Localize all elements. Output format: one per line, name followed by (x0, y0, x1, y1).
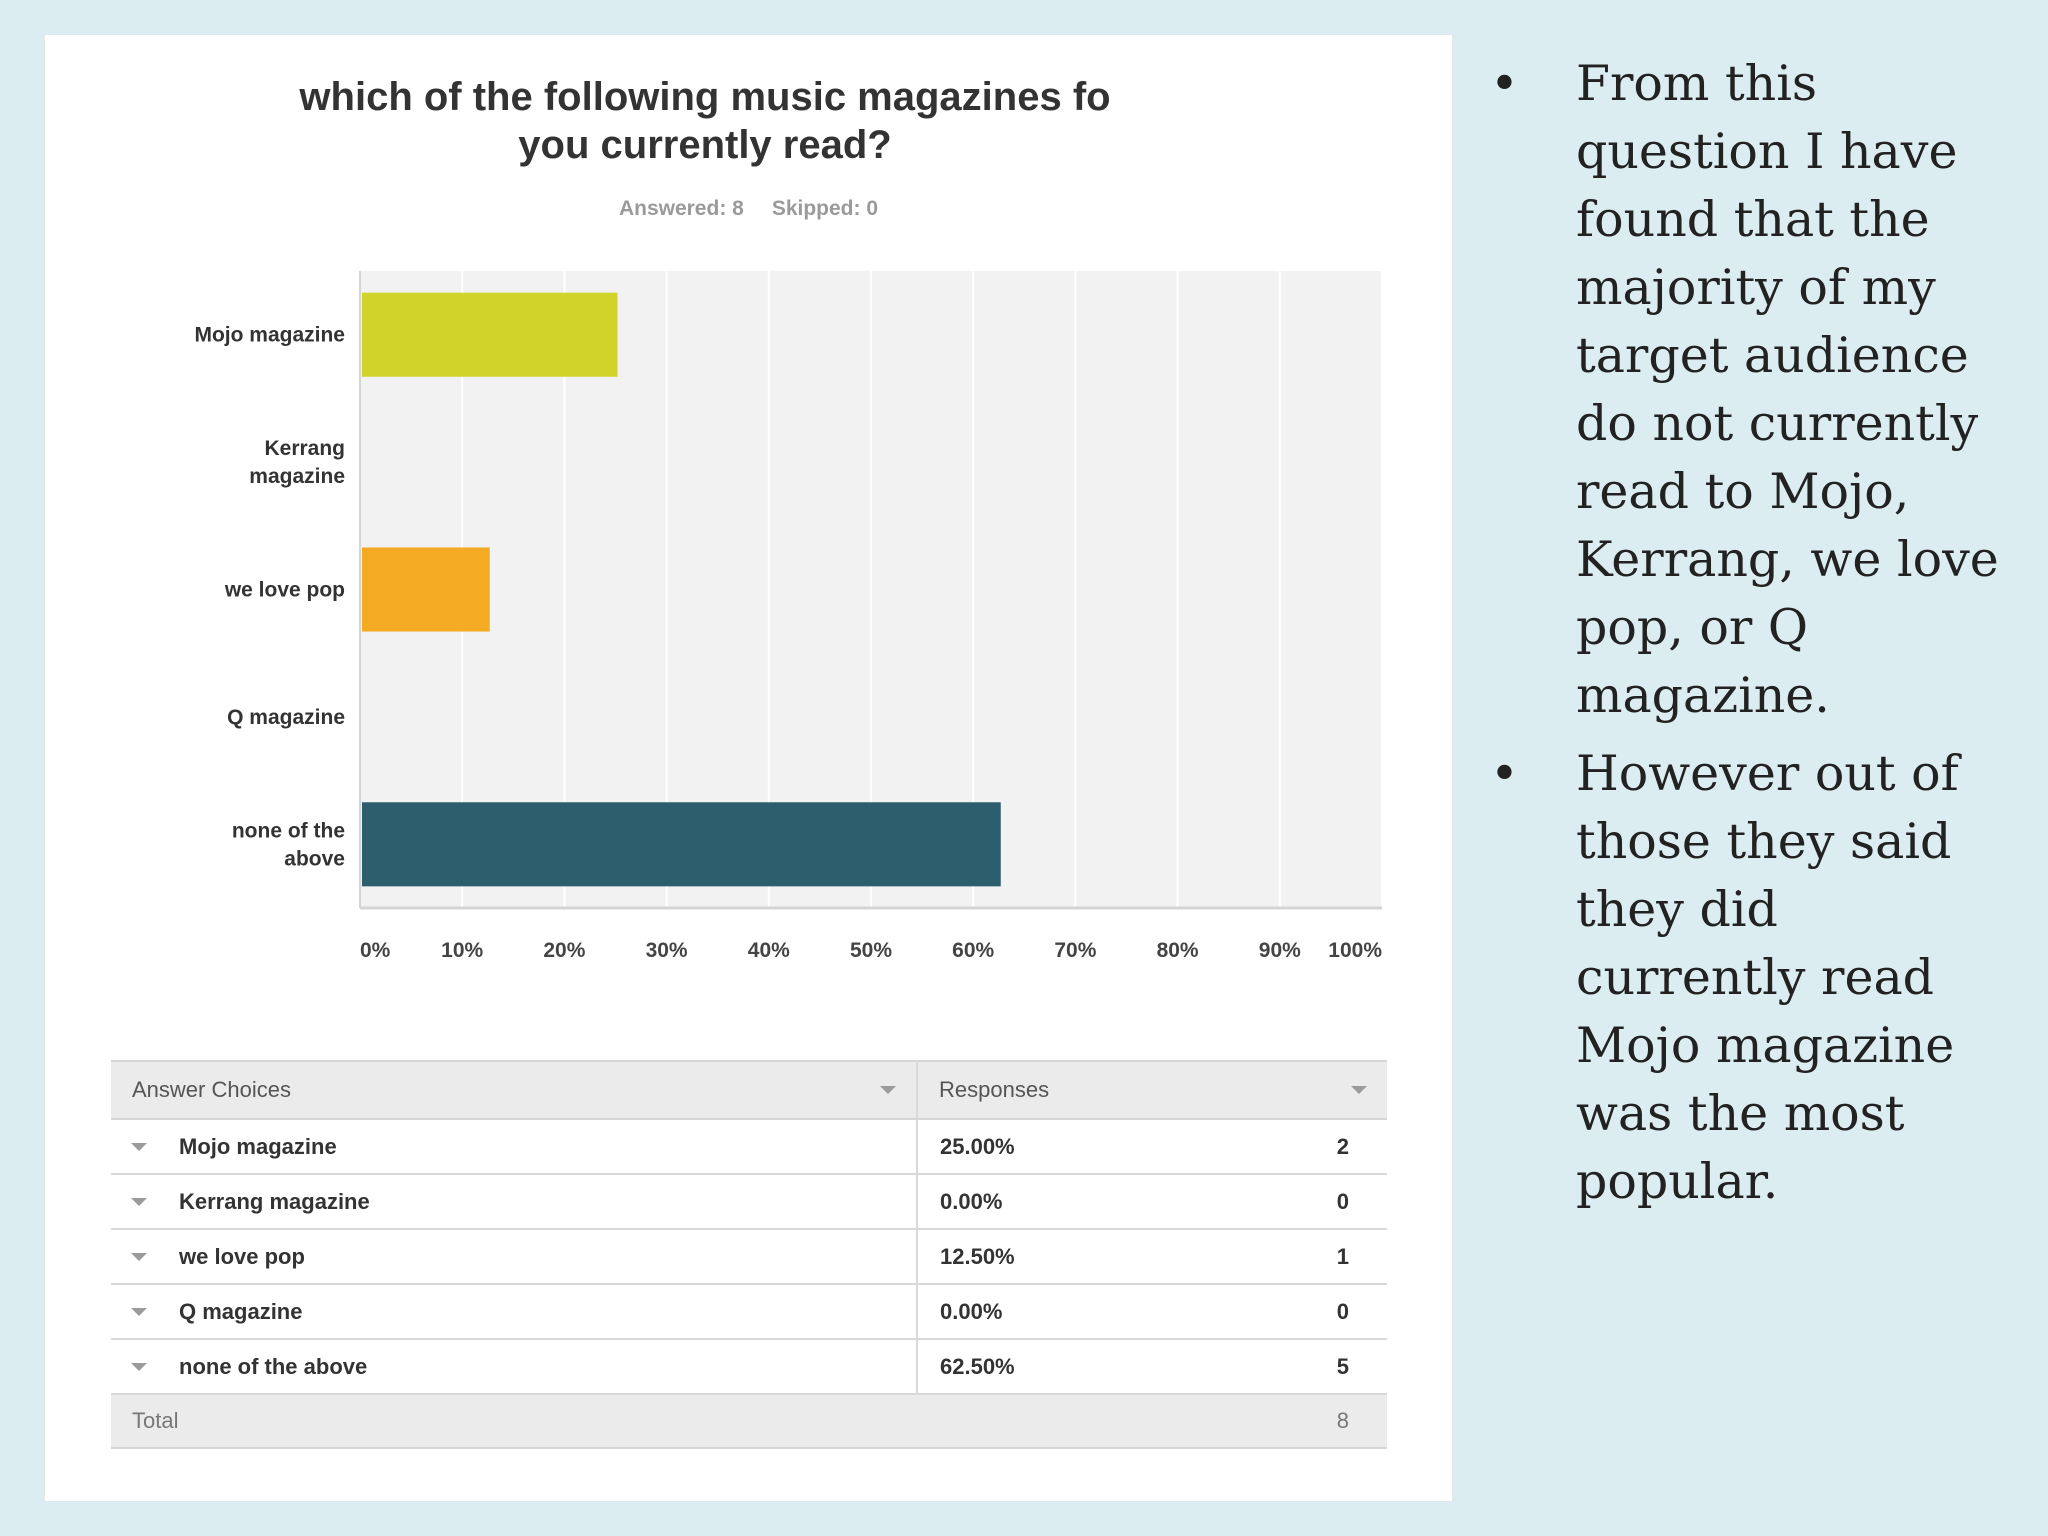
x-tick-label: 80% (1157, 939, 1199, 962)
responses-header[interactable]: Responses (917, 1060, 1387, 1120)
sort-caret-icon[interactable] (1351, 1086, 1367, 1094)
category-label: Q magazine (227, 706, 345, 729)
response-percent: 0.00% (940, 1298, 1003, 1324)
response-cell: 0.00% 0 (917, 1284, 1387, 1340)
bar-chart: Mojo magazine Kerrang magazine we love pop Q… (194, 271, 1383, 962)
skipped-count: Skipped: 0 (771, 197, 879, 220)
response-count: 0 (1336, 1298, 1349, 1324)
x-tick-label: 90% (1259, 939, 1301, 962)
answer-label: none of the above (179, 1353, 368, 1379)
x-tick-label: 30% (646, 939, 688, 962)
x-tick-label: 60% (952, 939, 994, 962)
chart-title: which of the following music magazines f… (299, 75, 1111, 167)
response-cell: 62.50% 5 (917, 1339, 1387, 1395)
answer-cell: Q magazine (111, 1284, 918, 1340)
response-count: 0 (1336, 1188, 1349, 1214)
bar (362, 547, 490, 632)
response-stats: Answered: 8 Skipped: 0 (45, 197, 1452, 221)
expand-caret-icon[interactable] (131, 1142, 147, 1151)
bar (362, 802, 1001, 887)
survey-panel: which of the following music magazines f… (44, 35, 1453, 1501)
x-tick-label: 0% (360, 939, 391, 962)
sort-caret-icon[interactable] (880, 1086, 896, 1094)
answer-label: Q magazine (179, 1298, 303, 1324)
finding-bullet: However out of those they said they did … (1490, 740, 2010, 1216)
total-count-cell: 8 (917, 1394, 1387, 1449)
response-count: 2 (1336, 1133, 1349, 1159)
answer-cell: we love pop (111, 1229, 918, 1285)
x-tick-label: 40% (748, 939, 790, 962)
response-count: 1 (1336, 1243, 1349, 1269)
x-tick-label: 70% (1054, 939, 1096, 962)
answered-count: Answered: 8 (618, 197, 744, 220)
category-label: we love pop (224, 579, 345, 602)
finding-bullet: From this question I have found that the… (1490, 50, 2010, 730)
table-row: none of the above 62.50% 5 (111, 1339, 1387, 1395)
response-count: 5 (1336, 1353, 1349, 1379)
expand-caret-icon[interactable] (131, 1197, 147, 1206)
table-row: Mojo magazine 25.00% 2 (111, 1119, 1387, 1175)
total-count: 8 (1336, 1408, 1349, 1433)
findings-list: From this question I have found that the… (1490, 50, 2010, 1226)
total-label: Total (132, 1408, 179, 1433)
x-tick-label: 20% (543, 939, 585, 962)
table-row: Kerrang magazine 0.00% 0 (111, 1174, 1387, 1230)
total-row: Total 8 (111, 1394, 1387, 1449)
expand-caret-icon[interactable] (131, 1362, 147, 1371)
answer-label: Kerrang magazine (179, 1188, 370, 1214)
answer-cell: none of the above (111, 1339, 918, 1395)
answer-choices-label: Answer Choices (132, 1077, 291, 1102)
response-percent: 25.00% (940, 1133, 1015, 1159)
table-row: Q magazine 0.00% 0 (111, 1284, 1387, 1340)
bar (362, 292, 618, 377)
responses-label: Responses (939, 1077, 1050, 1102)
response-cell: 0.00% 0 (917, 1174, 1387, 1230)
x-tick-label: 50% (850, 939, 892, 962)
category-label: Mojo magazine (194, 324, 345, 347)
answer-cell: Kerrang magazine (111, 1174, 918, 1230)
answer-label: we love pop (179, 1243, 305, 1269)
expand-caret-icon[interactable] (131, 1252, 147, 1261)
x-tick-label: 100% (1328, 939, 1382, 962)
responses-table: Answer Choices Responses Mojo magazine 25… (111, 1060, 1387, 1449)
response-cell: 25.00% 2 (917, 1119, 1387, 1175)
response-cell: 12.50% 1 (917, 1229, 1387, 1285)
answer-cell: Mojo magazine (111, 1119, 918, 1175)
answer-choices-header[interactable]: Answer Choices (111, 1060, 918, 1120)
expand-caret-icon[interactable] (131, 1307, 147, 1316)
category-label: none of the above (232, 819, 345, 870)
answer-label: Mojo magazine (179, 1133, 337, 1159)
total-label-cell: Total (111, 1394, 917, 1449)
x-tick-label: 10% (441, 939, 483, 962)
response-percent: 62.50% (940, 1353, 1015, 1379)
category-label: Kerrang magazine (249, 437, 345, 488)
response-percent: 12.50% (940, 1243, 1015, 1269)
response-percent: 0.00% (940, 1188, 1003, 1214)
table-row: we love pop 12.50% 1 (111, 1229, 1387, 1285)
